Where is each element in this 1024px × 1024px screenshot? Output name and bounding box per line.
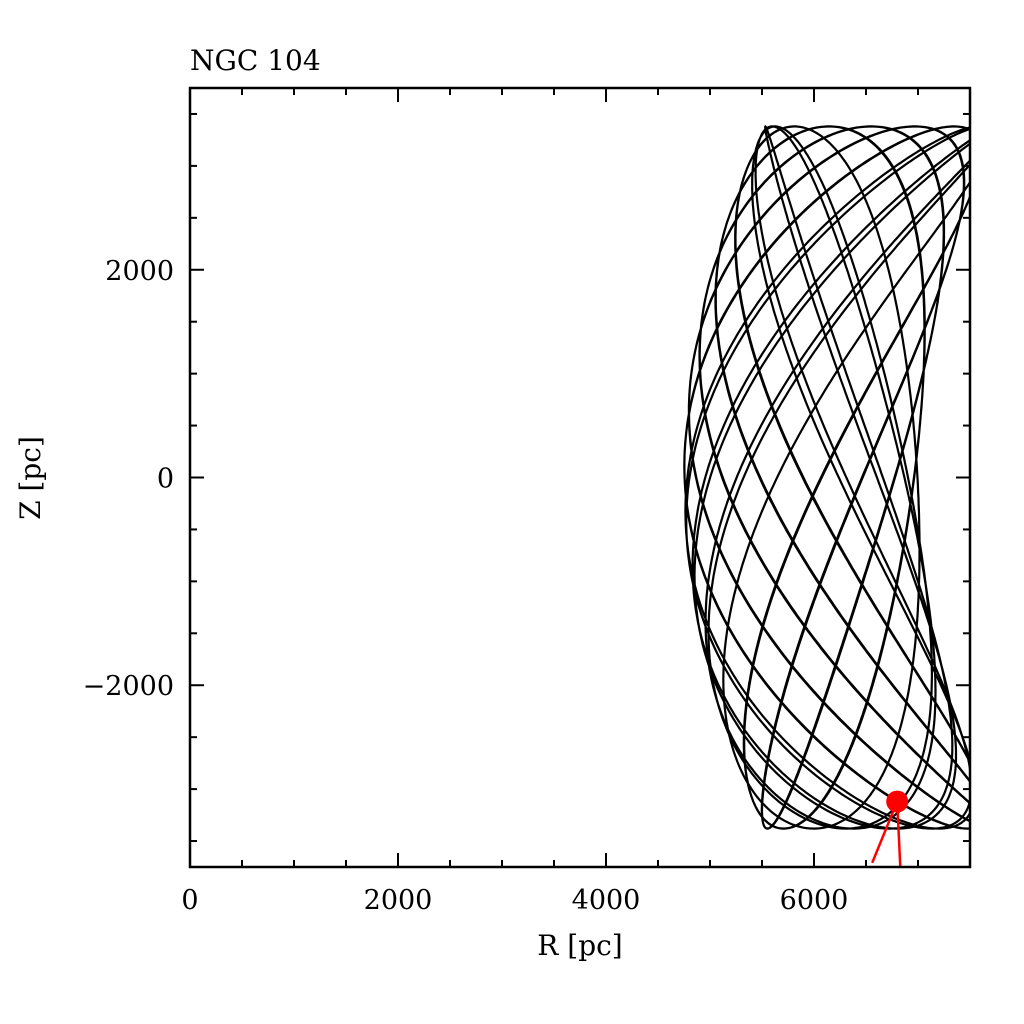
y-tick-label: 2000 [105,256,174,287]
orbit-layer [683,125,970,830]
tick-label-layer: 0 2000 4000 6000 −2000 0 2000 [83,256,849,916]
tick-layer [189,88,971,867]
marker-layer [871,790,909,868]
x-axis-title: R [pc] [537,929,622,962]
x-tick-label: 4000 [572,885,641,916]
x-tick-label: 6000 [780,885,849,916]
x-tick-label: 0 [181,885,198,916]
x-tick-label: 2000 [364,885,433,916]
chart-title: NGC 104 [190,44,321,77]
velocity-arrow [871,801,902,868]
current-position-marker [886,790,909,813]
y-tick-label: −2000 [83,671,174,702]
orbit-trajectory [683,125,970,830]
y-tick-label: 0 [157,464,174,495]
y-axis-title: Z [pc] [14,436,47,520]
